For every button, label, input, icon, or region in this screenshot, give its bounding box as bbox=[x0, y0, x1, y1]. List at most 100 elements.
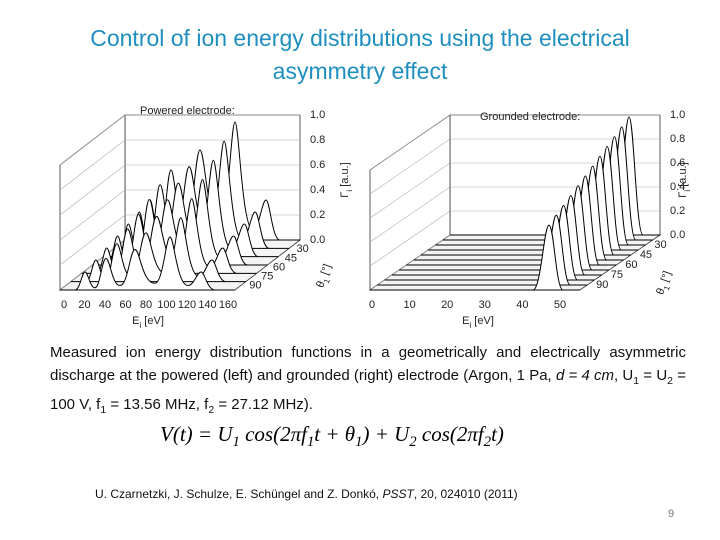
eq-sub: 2 bbox=[409, 434, 417, 451]
y-tick-label: 1.0 bbox=[670, 109, 685, 121]
eq-part: cos(2πf bbox=[239, 422, 307, 446]
theta-tick-label: 90 bbox=[596, 279, 608, 291]
x-axis-label-part: i bbox=[139, 321, 141, 330]
x-tick-label: 50 bbox=[554, 299, 566, 311]
eq-sub: 1 bbox=[355, 434, 363, 451]
slide-title: Control of ion energy distributions usin… bbox=[20, 22, 700, 88]
theta-axis-label-part: 1 bbox=[662, 284, 672, 292]
x-tick-label: 40 bbox=[99, 299, 111, 311]
x-axis-label-part: [eV] bbox=[141, 315, 164, 327]
eq-part: t + θ bbox=[314, 422, 356, 446]
theta-axis-label-part: θ bbox=[654, 287, 667, 297]
grid-line bbox=[369, 162, 660, 219]
theta-tick-label: 45 bbox=[640, 249, 652, 261]
y-axis-label-part: Γ bbox=[339, 192, 351, 198]
citation-journal: PSST bbox=[382, 487, 414, 501]
caption-sub: 1 bbox=[100, 404, 107, 416]
x-tick-label: 0 bbox=[369, 299, 375, 311]
eq-part: cos(2πf bbox=[416, 422, 484, 446]
theta-tick-label: 60 bbox=[625, 259, 637, 271]
theta-axis-label-part: θ bbox=[314, 280, 327, 290]
x-tick-label: 140 bbox=[198, 299, 216, 311]
grid-line bbox=[59, 164, 300, 216]
theta-tick-label: 75 bbox=[611, 269, 623, 281]
x-tick-label: 30 bbox=[479, 299, 491, 311]
title-line: Control of ion energy distributions usin… bbox=[90, 25, 630, 51]
y-tick-label: 0.4 bbox=[310, 184, 325, 196]
y-axis-label-part: [a.u.] bbox=[339, 162, 351, 190]
y-tick-label: 0.8 bbox=[670, 133, 685, 145]
panel-title: Powered electrode: bbox=[140, 105, 235, 117]
caption-text: , U bbox=[614, 367, 634, 384]
caption: Measured ion energy distribution functio… bbox=[50, 341, 686, 422]
caption-text: = 27.12 MHz). bbox=[214, 396, 313, 413]
x-tick-label: 20 bbox=[78, 299, 90, 311]
x-axis-label-part: [eV] bbox=[471, 315, 494, 327]
theta-tick-label: 45 bbox=[285, 252, 297, 264]
caption-sub: 2 bbox=[667, 375, 674, 387]
x-tick-label: 20 bbox=[441, 299, 453, 311]
caption-sub: 1 bbox=[633, 375, 640, 387]
y-axis-label-part: Γ bbox=[677, 192, 689, 198]
title-line: asymmetry effect bbox=[272, 58, 448, 84]
eq-sub: 2 bbox=[483, 434, 492, 451]
grid-line bbox=[369, 138, 660, 195]
x-tick-label: 120 bbox=[178, 299, 196, 311]
x-tick-label: 10 bbox=[403, 299, 415, 311]
panel-title: Grounded electrode: bbox=[480, 111, 580, 123]
theta-axis-label-part: [°] bbox=[318, 263, 334, 280]
y-axis-label: Γi [a.u.] bbox=[677, 162, 692, 197]
caption-sub: 2 bbox=[208, 404, 215, 416]
eq-sub: 1 bbox=[306, 434, 315, 451]
y-axis-label: Γi [a.u.] bbox=[339, 162, 354, 197]
y-axis-label-part: i bbox=[683, 190, 692, 192]
caption-text: d = 4 cm bbox=[555, 367, 615, 384]
caption-text: = 13.56 MHz, f bbox=[106, 396, 209, 413]
grid-line bbox=[59, 114, 300, 166]
x-axis-label-part: E bbox=[462, 315, 469, 327]
x-axis-label: Ei [eV] bbox=[132, 315, 164, 330]
eq-part: ) + U bbox=[362, 422, 410, 446]
eq-part: V(t) = U bbox=[160, 422, 233, 446]
y-axis-label-part: i bbox=[345, 190, 354, 192]
y-tick-label: 0.6 bbox=[670, 157, 685, 169]
x-axis-label: Ei [eV] bbox=[462, 315, 494, 330]
x-tick-label: 60 bbox=[119, 299, 131, 311]
theta-axis-label: θ1 [°] bbox=[654, 270, 676, 298]
caption-text: Measured ion energy distribution functio… bbox=[50, 344, 686, 384]
grid-line bbox=[59, 139, 300, 191]
theta-tick-label: 75 bbox=[261, 270, 273, 282]
grid-line bbox=[369, 114, 660, 171]
y-tick-label: 0.6 bbox=[310, 159, 325, 171]
x-tick-label: 100 bbox=[157, 299, 175, 311]
theta-tick-label: 30 bbox=[654, 239, 666, 251]
x-tick-label: 160 bbox=[219, 299, 237, 311]
y-tick-label: 0.0 bbox=[310, 234, 325, 246]
caption-text: = U bbox=[639, 367, 668, 384]
page-number: 9 bbox=[668, 508, 675, 520]
x-axis-label-part: E bbox=[132, 315, 139, 327]
plot-grounded: 1.00.80.60.40.20.00 10 20 30 40 503045607590G… bbox=[368, 109, 692, 330]
figure: 1.00.80.60.40.20.00 20 40 60 80 100 120 140 1603… bbox=[58, 105, 692, 330]
theta-tick-label: 60 bbox=[273, 261, 285, 273]
x-axis-label-part: i bbox=[469, 321, 471, 330]
equation: V(t) = U1 cos(2πf1t + θ1) + U2 cos(2πf2t… bbox=[160, 422, 504, 451]
y-tick-label: 0.8 bbox=[310, 134, 325, 146]
eq-sub: 1 bbox=[232, 434, 240, 451]
x-tick-label: 80 bbox=[140, 299, 152, 311]
y-tick-label: 0.4 bbox=[670, 181, 685, 193]
eq-part: t) bbox=[491, 422, 504, 446]
citation-text: U. Czarnetzki, J. Schulze, E. Schüngel a… bbox=[95, 487, 383, 501]
plot-powered: 1.00.80.60.40.20.00 20 40 60 80 100 120 140 1603… bbox=[58, 105, 354, 330]
citation-text: , 20, 024010 (2011) bbox=[413, 487, 518, 501]
x-tick-label: 40 bbox=[516, 299, 528, 311]
theta-axis-label-part: [°] bbox=[658, 270, 674, 287]
caption-text: = 100 V, f bbox=[50, 367, 686, 413]
y-axis-label-part: [a.u.] bbox=[677, 162, 689, 190]
y-tick-label: 1.0 bbox=[310, 109, 325, 121]
theta-tick-label: 30 bbox=[297, 243, 309, 255]
theta-axis-label-part: 1 bbox=[322, 277, 332, 285]
citation: U. Czarnetzki, J. Schulze, E. Schüngel a… bbox=[95, 487, 518, 501]
theta-tick-label: 90 bbox=[249, 280, 261, 292]
